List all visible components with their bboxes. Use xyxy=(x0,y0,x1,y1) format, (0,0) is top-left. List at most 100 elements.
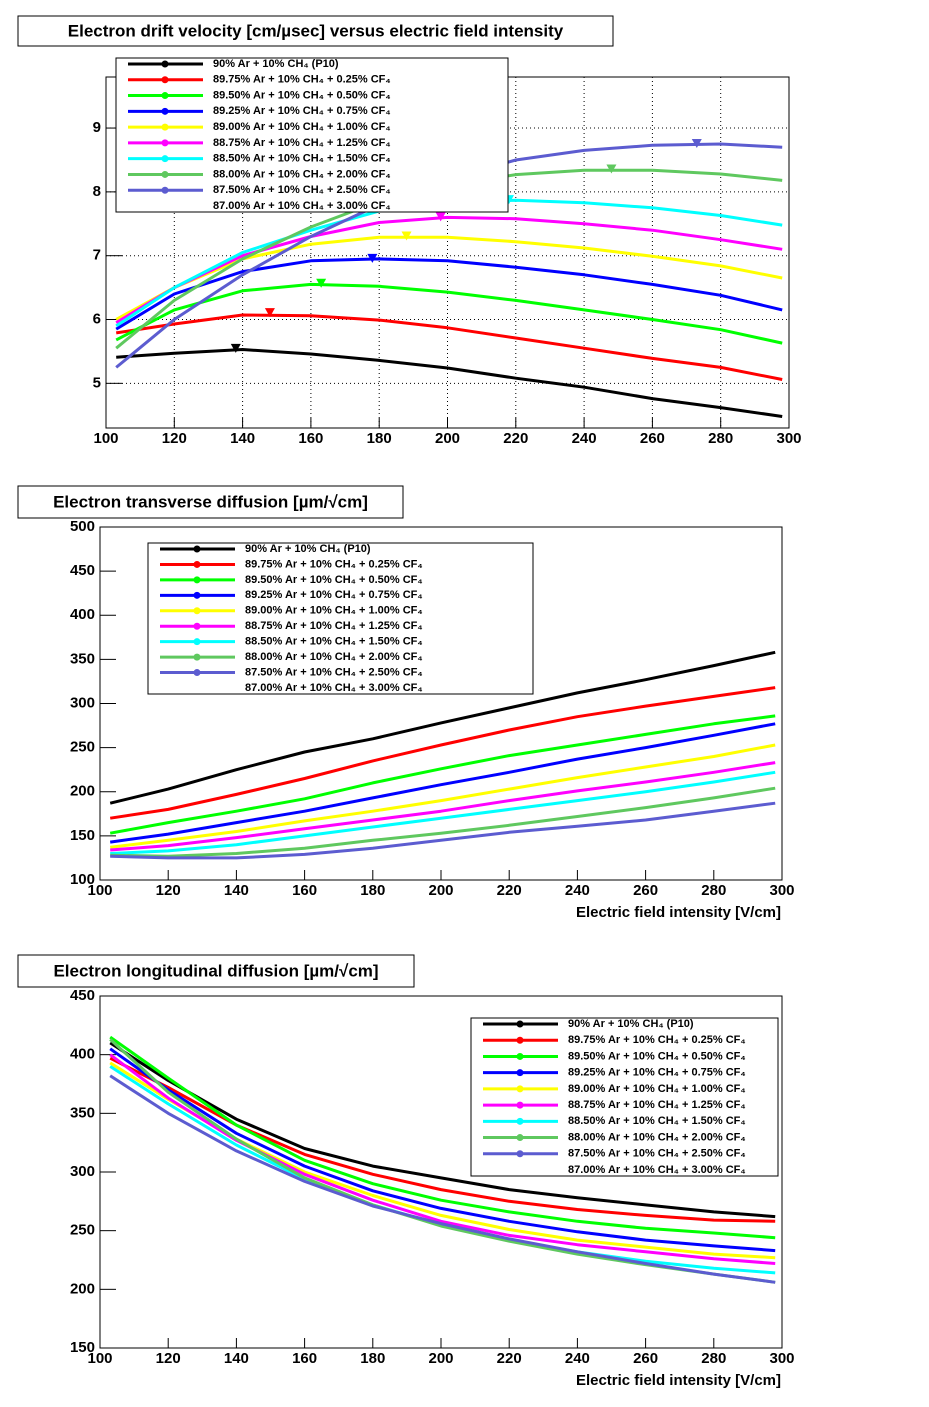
y-tick-label: 300 xyxy=(70,1163,95,1180)
legend-label: 89.00% Ar + 10% CH₄ + 1.00% CF₄ xyxy=(213,121,391,133)
data-line xyxy=(115,235,783,321)
legend-label: 90% Ar + 10% CH₄ (P10) xyxy=(245,543,371,555)
chart-title: Electron transverse diffusion [µm/√cm] xyxy=(53,492,368,511)
x-tick-label: 120 xyxy=(162,430,187,447)
legend-label: 88.75% Ar + 10% CH₄ + 1.25% CF₄ xyxy=(213,137,391,149)
legend-label: 89.00% Ar + 10% CH₄ + 1.00% CF₄ xyxy=(245,605,423,617)
legend-label: 89.00% Ar + 10% CH₄ + 1.00% CF₄ xyxy=(568,1083,746,1095)
legend-label: 89.25% Ar + 10% CH₄ + 0.75% CF₄ xyxy=(245,589,423,601)
legend-label: 89.50% Ar + 10% CH₄ + 0.50% CF₄ xyxy=(245,574,423,586)
legend-label: 88.50% Ar + 10% CH₄ + 1.50% CF₄ xyxy=(568,1115,746,1127)
x-tick-label: 240 xyxy=(572,430,597,447)
legend-marker xyxy=(193,545,201,553)
data-line xyxy=(109,1047,776,1253)
x-tick-label: 220 xyxy=(503,430,528,447)
legend-label: 89.50% Ar + 10% CH₄ + 0.50% CF₄ xyxy=(213,89,391,101)
x-tick-label: 100 xyxy=(87,1350,112,1367)
peak-marker xyxy=(435,212,446,222)
legend-label: 89.25% Ar + 10% CH₄ + 0.75% CF₄ xyxy=(568,1067,746,1079)
peak-marker xyxy=(264,308,275,318)
data-line xyxy=(110,801,776,860)
title-box xyxy=(17,954,415,988)
x-axis-label: Electric field intensity [V/cm] xyxy=(576,904,781,921)
legend-label: 90% Ar + 10% CH₄ (P10) xyxy=(213,58,339,70)
x-tick-label: 140 xyxy=(230,430,255,447)
legend-label: 90% Ar + 10% CH₄ (P10) xyxy=(568,1018,694,1030)
data-line xyxy=(109,714,776,835)
legend-marker xyxy=(161,107,169,115)
legend-box xyxy=(470,1017,779,1177)
legend-box xyxy=(115,57,509,213)
y-tick-label: 200 xyxy=(70,1280,95,1297)
legend-label: 89.25% Ar + 10% CH₄ + 0.75% CF₄ xyxy=(213,105,391,117)
y-tick-label: 100 xyxy=(70,871,95,888)
y-tick-label: 8 xyxy=(93,183,101,200)
legend-marker xyxy=(193,576,201,584)
peak-marker xyxy=(401,231,412,241)
legend-marker xyxy=(161,123,169,131)
y-tick-label: 350 xyxy=(70,650,95,667)
peak-marker xyxy=(691,139,702,149)
y-tick-label: 7 xyxy=(93,247,101,264)
data-line xyxy=(109,1035,776,1240)
legend-marker xyxy=(193,622,201,630)
legend-label: 89.75% Ar + 10% CH₄ + 0.25% CF₄ xyxy=(245,558,423,570)
x-tick-label: 100 xyxy=(93,430,118,447)
data-line xyxy=(115,282,783,345)
legend-marker xyxy=(516,1150,524,1158)
legend-label: 88.00% Ar + 10% CH₄ + 2.00% CF₄ xyxy=(245,651,423,663)
legend-marker xyxy=(161,92,169,100)
legend-marker xyxy=(516,1052,524,1060)
y-tick-label: 350 xyxy=(70,1104,95,1121)
data-line xyxy=(109,1056,776,1223)
x-tick-label: 140 xyxy=(224,1350,249,1367)
legend-label: 89.75% Ar + 10% CH₄ + 0.25% CF₄ xyxy=(568,1034,746,1046)
y-tick-label: 6 xyxy=(93,310,101,327)
legend-label: 89.75% Ar + 10% CH₄ + 0.25% CF₄ xyxy=(213,74,391,86)
x-tick-label: 280 xyxy=(701,882,726,899)
x-tick-label: 300 xyxy=(776,430,801,447)
chart-title: Electron longitudinal diffusion [µm/√cm] xyxy=(53,961,378,980)
x-tick-label: 280 xyxy=(701,1350,726,1367)
x-tick-label: 300 xyxy=(769,1350,794,1367)
legend-marker xyxy=(193,607,201,615)
x-tick-label: 100 xyxy=(87,882,112,899)
legend-label: 88.50% Ar + 10% CH₄ + 1.50% CF₄ xyxy=(213,153,391,165)
legend-marker xyxy=(161,60,169,68)
y-tick-label: 9 xyxy=(93,119,101,136)
legend-marker xyxy=(516,1101,524,1109)
title-box xyxy=(17,485,404,519)
data-line xyxy=(115,198,783,328)
legend-label: 88.75% Ar + 10% CH₄ + 1.25% CF₄ xyxy=(245,620,423,632)
y-tick-label: 200 xyxy=(70,783,95,800)
x-tick-label: 300 xyxy=(769,882,794,899)
legend-marker xyxy=(516,1036,524,1044)
legend-label: 88.50% Ar + 10% CH₄ + 1.50% CF₄ xyxy=(245,636,423,648)
legend-label: 88.75% Ar + 10% CH₄ + 1.25% CF₄ xyxy=(568,1099,746,1111)
x-tick-label: 160 xyxy=(298,430,323,447)
x-tick-label: 140 xyxy=(224,882,249,899)
y-tick-label: 250 xyxy=(70,739,95,756)
data-line xyxy=(109,650,776,805)
data-line xyxy=(109,1041,776,1219)
y-tick-label: 300 xyxy=(70,694,95,711)
legend-box xyxy=(147,542,534,695)
legend-marker xyxy=(193,591,201,599)
x-tick-label: 180 xyxy=(360,882,385,899)
legend-marker xyxy=(161,155,169,163)
y-tick-label: 450 xyxy=(70,987,95,1004)
y-tick-label: 450 xyxy=(70,562,95,579)
x-tick-label: 240 xyxy=(565,1350,590,1367)
legend-marker xyxy=(193,684,201,692)
legend-label: 87.50% Ar + 10% CH₄ + 2.50% CF₄ xyxy=(213,184,391,196)
legend-marker xyxy=(516,1166,524,1174)
legend-marker xyxy=(161,186,169,194)
legend-marker xyxy=(193,560,201,568)
x-tick-label: 280 xyxy=(708,430,733,447)
x-tick-label: 180 xyxy=(367,430,392,447)
legend-marker xyxy=(193,638,201,646)
x-tick-label: 220 xyxy=(497,1350,522,1367)
x-tick-label: 240 xyxy=(565,882,590,899)
x-tick-label: 220 xyxy=(497,882,522,899)
legend-marker xyxy=(161,76,169,84)
